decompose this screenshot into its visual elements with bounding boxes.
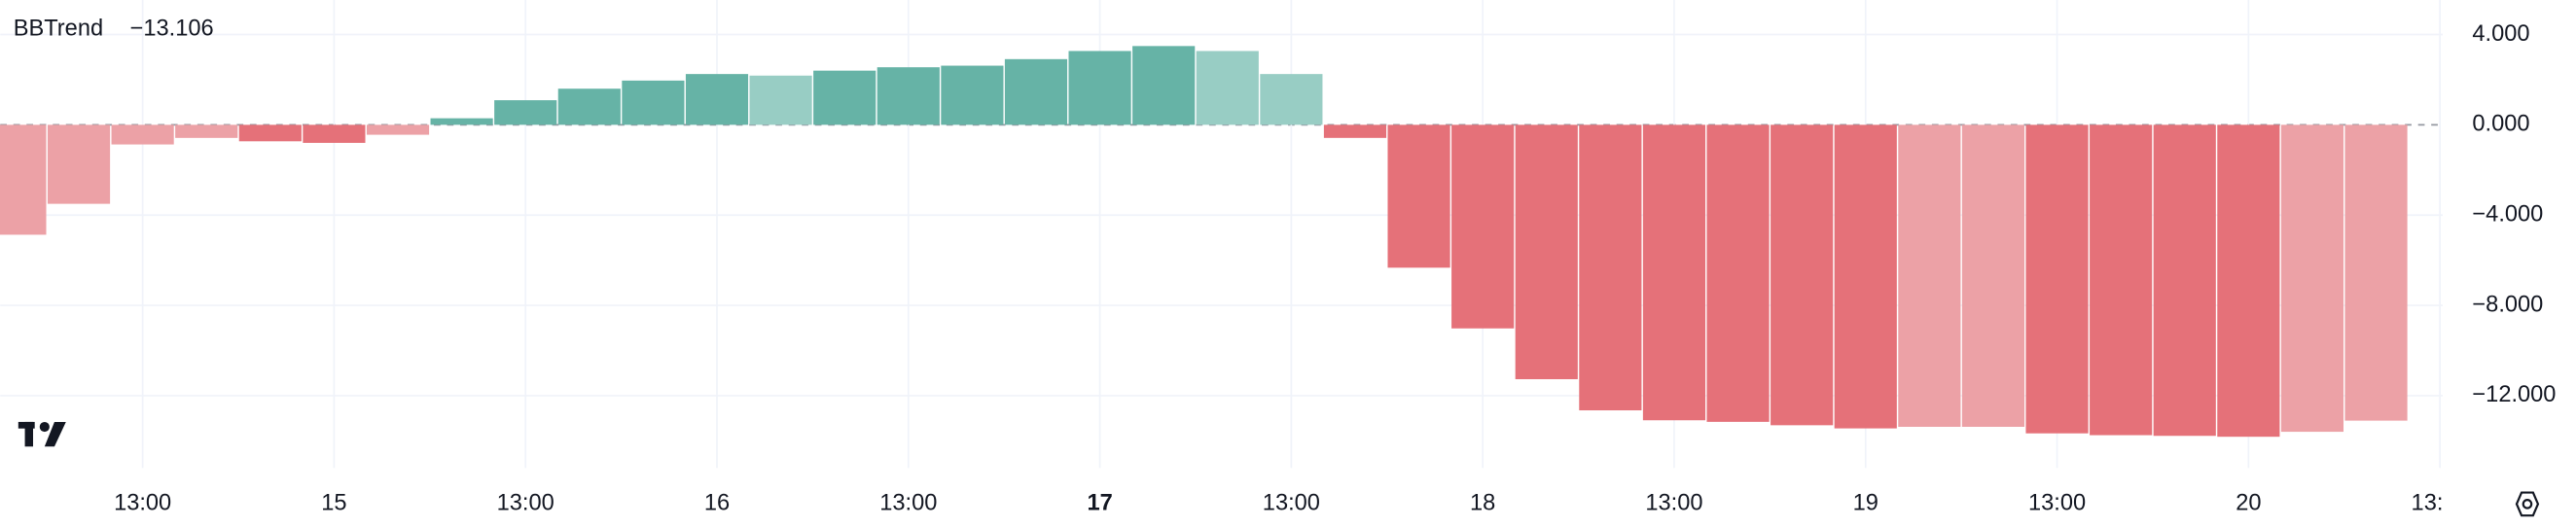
y-tick-label: 4.000 xyxy=(2472,21,2529,47)
bar xyxy=(557,88,621,125)
x-axis: 13:00 15 13:00 16 13:00 17 13:00 18 13:00 19 13:00… xyxy=(114,491,2469,516)
bar xyxy=(1387,124,1450,268)
indicator-name: BBTrend xyxy=(14,17,103,42)
bar xyxy=(494,100,557,125)
x-tick-label: 16 xyxy=(704,491,730,516)
bar xyxy=(1451,124,1515,329)
settings-icon[interactable] xyxy=(2515,491,2540,517)
bar xyxy=(111,124,174,145)
bar xyxy=(1323,124,1387,138)
x-tick-label: 18 xyxy=(1470,491,1495,516)
bar xyxy=(238,124,302,142)
bar xyxy=(0,124,47,235)
bar xyxy=(47,124,111,204)
bar xyxy=(622,80,685,125)
y-tick-label: −12.000 xyxy=(2472,382,2556,407)
bar xyxy=(1196,51,1259,125)
bar xyxy=(1706,124,1770,422)
indicator-value: −13.106 xyxy=(130,17,214,42)
bar xyxy=(2217,124,2280,438)
logo xyxy=(18,421,66,447)
x-tick-label: 13:00 xyxy=(2028,491,2086,516)
y-tick-label: 0.000 xyxy=(2472,112,2529,137)
bar xyxy=(2153,124,2216,437)
bar xyxy=(1642,124,1706,421)
bar xyxy=(749,75,812,125)
bar xyxy=(303,124,366,143)
x-tick-label: 17 xyxy=(1087,491,1112,516)
bar xyxy=(1961,124,2025,427)
bar xyxy=(1260,74,1323,125)
bar xyxy=(1834,124,1897,429)
bar xyxy=(2280,124,2344,433)
y-axis: 4.000 0.000 −4.000 −8.000 −12.000 xyxy=(2472,21,2556,407)
bar xyxy=(877,67,940,125)
bar xyxy=(1068,51,1131,125)
x-tick-label: 19 xyxy=(1853,491,1878,516)
bars xyxy=(0,46,2408,438)
x-tick-label: 13:00 xyxy=(1263,491,1320,516)
x-tick-label: 13:00 xyxy=(879,491,937,516)
bar xyxy=(813,70,877,125)
bar xyxy=(1132,46,1196,125)
x-tick-label: 13:00 xyxy=(1645,491,1702,516)
x-tick-label: 13:00 xyxy=(497,491,555,516)
x-tick-label: 20 xyxy=(2236,491,2261,516)
bar xyxy=(1771,124,1834,426)
bar xyxy=(2090,124,2153,436)
bar xyxy=(685,74,749,125)
bar xyxy=(366,124,430,135)
bar xyxy=(2344,124,2408,421)
bar xyxy=(941,65,1004,125)
x-tick-label: 13:00 xyxy=(2412,491,2469,516)
bar xyxy=(1579,124,1642,411)
bar xyxy=(1898,124,1961,427)
y-tick-label: −8.000 xyxy=(2472,292,2543,317)
x-tick-label: 15 xyxy=(321,491,346,516)
x-tick-label: 13:00 xyxy=(114,491,171,516)
bar xyxy=(1515,124,1578,379)
bar xyxy=(1004,58,1068,125)
y-tick-label: −4.000 xyxy=(2472,201,2543,227)
bar xyxy=(2025,124,2089,434)
bar xyxy=(430,118,493,125)
bar xyxy=(175,124,238,138)
